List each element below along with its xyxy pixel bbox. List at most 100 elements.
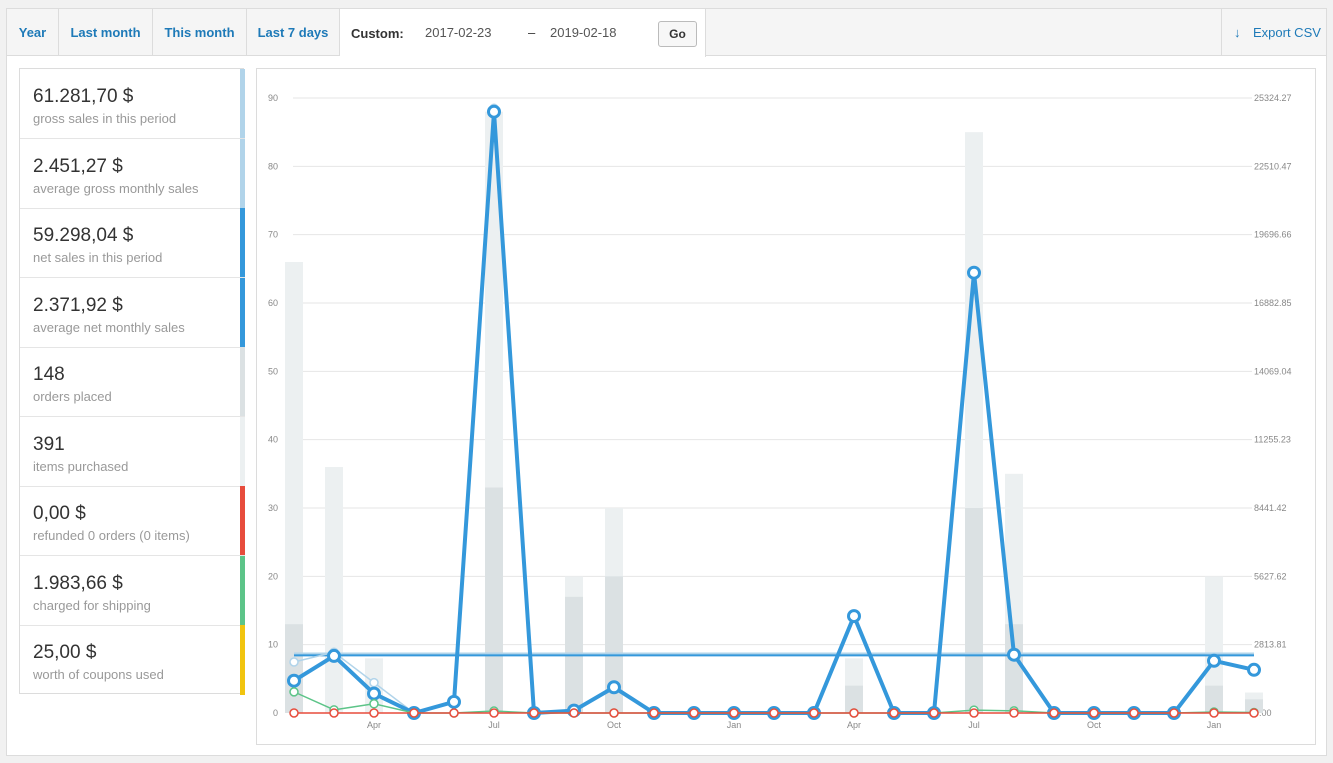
series-point — [649, 708, 659, 718]
x-axis-tick-label: Jan — [727, 720, 742, 730]
series-point — [1169, 708, 1179, 718]
series-point — [609, 708, 619, 718]
tab-year[interactable]: Year — [7, 9, 59, 56]
range-dash: – — [528, 25, 536, 40]
legend-value: 1.983,66 $ — [33, 572, 123, 594]
legend-item[interactable]: 59.298,04 $ net sales in this period — [20, 208, 245, 278]
legend-label: orders placed — [33, 389, 112, 404]
y2-axis-tick-label: 22510.47 — [1254, 161, 1292, 171]
y2-axis-tick-label: 11255.23 — [1254, 435, 1291, 445]
series-point — [569, 708, 579, 718]
y-axis-tick-label: 30 — [268, 503, 278, 513]
series-point — [329, 708, 339, 718]
export-csv-button[interactable]: ↓ Export CSV — [1221, 9, 1326, 56]
series-point — [929, 708, 939, 718]
orders-bar — [605, 576, 623, 713]
legend-label: net sales in this period — [33, 250, 163, 265]
items-bar — [325, 467, 343, 713]
items-bar — [1205, 576, 1223, 713]
series-point — [289, 708, 299, 718]
end-date-input[interactable] — [550, 20, 652, 46]
tab-last-7-days[interactable]: Last 7 days — [247, 9, 340, 56]
series-point — [1247, 662, 1261, 677]
x-axis-tick-label: Oct — [1087, 720, 1102, 730]
legend-color-bar — [240, 555, 245, 625]
y2-axis-tick-label: 2813.81 — [1254, 640, 1287, 650]
series-point — [1207, 653, 1221, 668]
legend-label: worth of coupons used — [33, 667, 164, 682]
legend-color-bar — [240, 625, 245, 695]
y-axis-tick-label: 0 — [273, 708, 278, 718]
legend-color-bar — [240, 208, 245, 277]
series-point — [1007, 647, 1021, 662]
series-point — [769, 708, 779, 718]
series-point — [369, 699, 379, 709]
sales-chart: 00.00102813.81205627.62308441.424011255.… — [256, 68, 1316, 745]
legend-item[interactable]: 391 items purchased — [20, 416, 245, 487]
download-arrow-icon: ↓ — [1234, 25, 1241, 40]
legend-item[interactable]: 0,00 $ refunded 0 orders (0 items) — [20, 486, 245, 556]
legend-item[interactable]: 148 orders placed — [20, 347, 245, 417]
legend-label: gross sales in this period — [33, 111, 177, 126]
series-point — [729, 708, 739, 718]
series-point — [289, 657, 299, 667]
sales-chart-svg: 00.00102813.81205627.62308441.424011255.… — [268, 93, 1292, 730]
legend-value: 148 — [33, 364, 65, 385]
x-axis-tick-label: Jul — [968, 720, 980, 730]
legend-item[interactable]: 1.983,66 $ charged for shipping — [20, 555, 245, 626]
series-point — [289, 687, 299, 697]
y-axis-tick-label: 20 — [268, 571, 278, 581]
series-point — [847, 609, 861, 624]
series-point — [367, 686, 381, 701]
orders-bar — [965, 508, 983, 713]
series-point — [489, 708, 499, 718]
legend-color-bar — [240, 69, 245, 138]
orders-bar — [485, 487, 503, 713]
orders-bar — [1005, 624, 1023, 713]
legend-color-bar — [240, 347, 245, 416]
legend-label: refunded 0 orders (0 items) — [33, 528, 190, 543]
report-range-tabs: Year Last month This month Last 7 days C… — [7, 9, 1326, 57]
legend-item[interactable]: 2.371,92 $ average net monthly sales — [20, 277, 245, 348]
orders-bar — [285, 624, 303, 713]
legend-item[interactable]: 25,00 $ worth of coupons used — [20, 625, 245, 695]
series-point — [327, 648, 341, 663]
series-point — [447, 694, 461, 709]
series-point — [967, 265, 981, 280]
series-point — [369, 708, 379, 718]
y-axis-tick-label: 70 — [268, 230, 278, 240]
series-point — [369, 677, 379, 688]
series-point — [487, 104, 501, 119]
legend-label: items purchased — [33, 458, 129, 474]
legend-item[interactable]: 2.451,27 $ average gross monthly sales — [20, 138, 245, 209]
start-date-input[interactable] — [425, 20, 527, 46]
export-csv-label: Export CSV — [1253, 25, 1321, 40]
items-bar — [285, 262, 303, 713]
y2-axis-tick-label: 5627.62 — [1254, 571, 1287, 581]
series-point — [1089, 708, 1099, 718]
y-axis-tick-label: 80 — [268, 161, 278, 171]
legend-label: average gross monthly sales — [33, 180, 199, 196]
x-axis-tick-label: Apr — [847, 720, 861, 730]
tab-last-month[interactable]: Last month — [59, 9, 153, 56]
legend-value: 2.451,27 $ — [33, 155, 123, 177]
chart-legend: 61.281,70 $ gross sales in this period 2.4… — [19, 68, 245, 695]
legend-color-bar — [240, 277, 245, 347]
legend-value: 2.371,92 $ — [33, 294, 123, 316]
series-point — [1049, 708, 1059, 718]
series-point — [809, 708, 819, 718]
y2-axis-tick-label: 14069.04 — [1254, 366, 1292, 376]
x-axis-tick-label: Jul — [488, 720, 500, 730]
legend-label: average net monthly sales — [33, 319, 185, 335]
y-axis-tick-label: 60 — [268, 298, 278, 308]
go-button[interactable]: Go — [658, 21, 697, 47]
series-point — [287, 673, 301, 688]
custom-label: Custom: — [351, 26, 404, 41]
y2-axis-tick-label: 25324.27 — [1254, 93, 1292, 103]
tab-this-month[interactable]: This month — [153, 9, 247, 56]
y-axis-tick-label: 10 — [268, 640, 278, 650]
legend-item[interactable]: 61.281,70 $ gross sales in this period — [20, 69, 245, 139]
legend-color-bar — [240, 416, 245, 486]
legend-value: 25,00 $ — [33, 642, 97, 663]
series-point — [689, 708, 699, 718]
